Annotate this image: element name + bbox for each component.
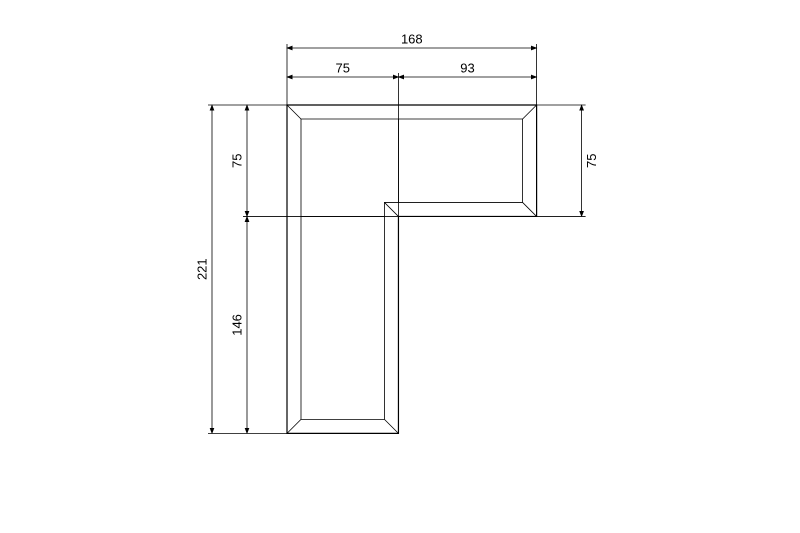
dim-label-height-221: 221 [195, 258, 210, 280]
dim-label-height-75r: 75 [584, 153, 599, 167]
dim-label-width-75: 75 [335, 61, 349, 76]
sofa-outline [287, 105, 537, 433]
technical-drawing: 168 75 93 75 221 75 146 [0, 0, 800, 533]
dim-label-height-75l: 75 [230, 153, 245, 167]
dim-label-height-146: 146 [230, 314, 245, 336]
dimension-lines [208, 44, 586, 433]
dim-label-width-93: 93 [460, 61, 474, 76]
dim-label-width-168: 168 [401, 32, 423, 47]
